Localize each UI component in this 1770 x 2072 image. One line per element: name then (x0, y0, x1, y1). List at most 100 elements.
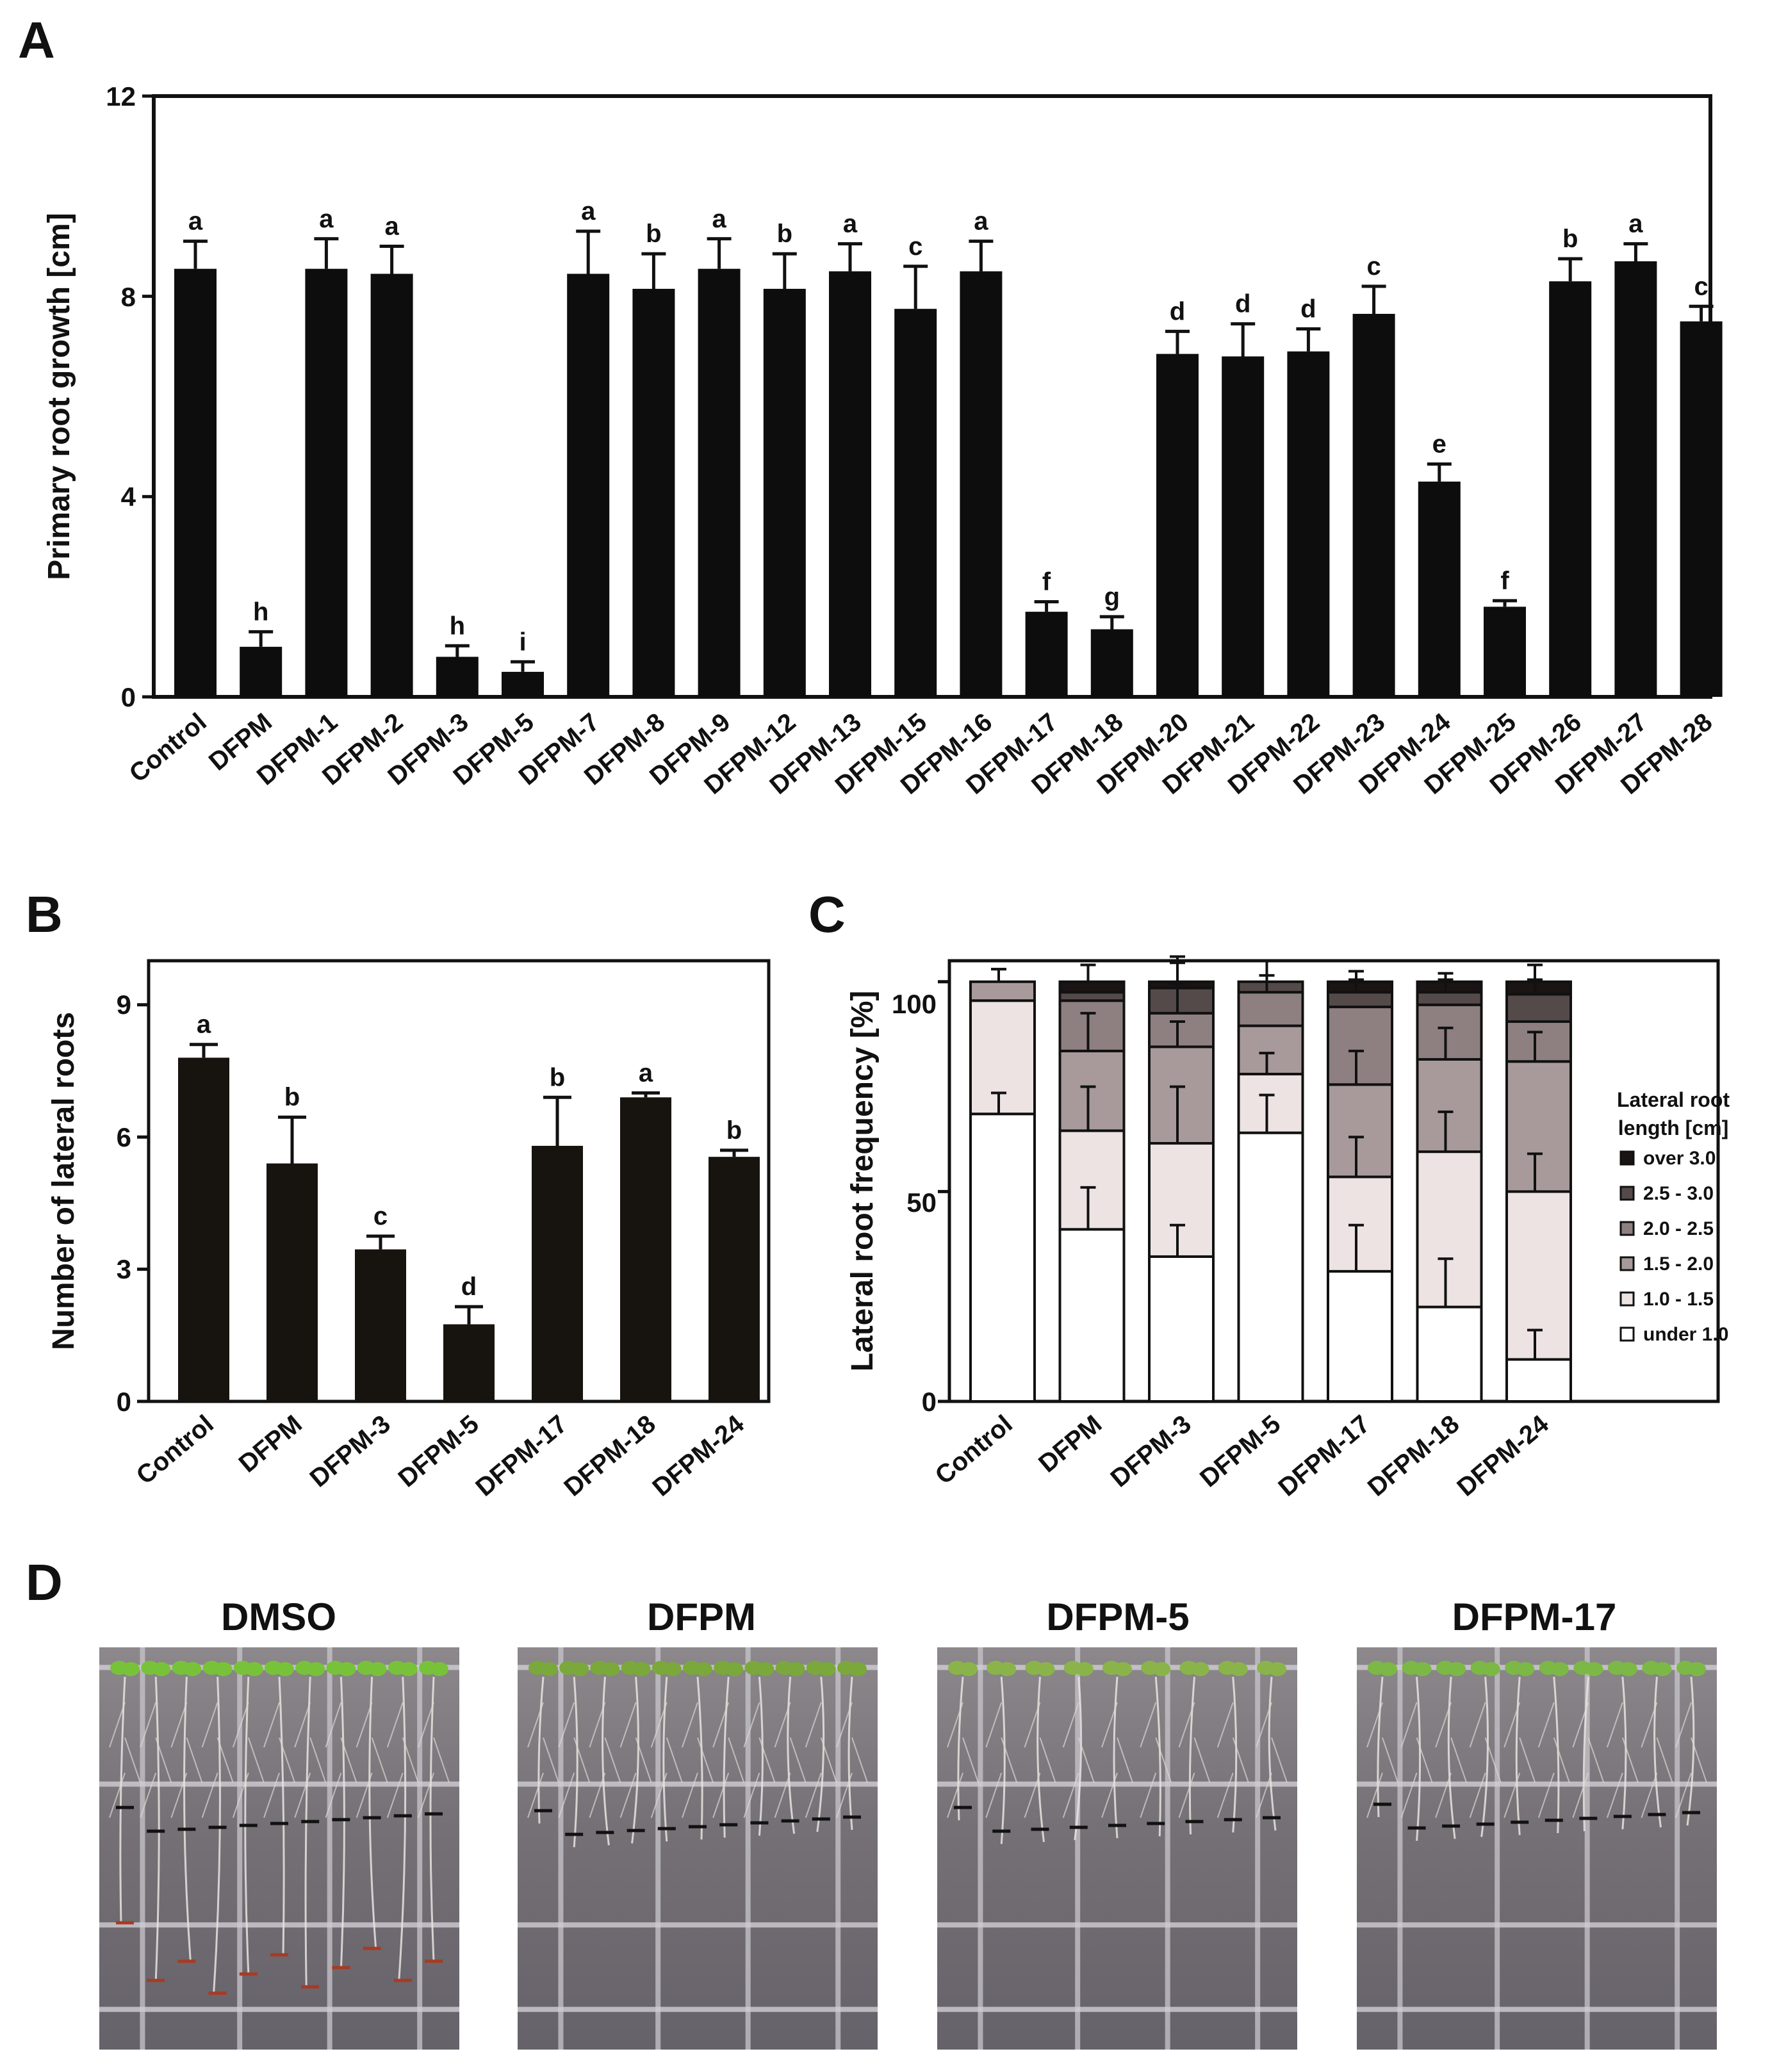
panel-d-seedling-photos: DMSO DFPM DFPM-5 DFPM-17 (99, 1595, 1717, 2050)
legend-swatch-1-5-2-0 (1619, 1256, 1635, 1271)
stack-segment-dfpm-17-2-5-3-0 (1327, 991, 1393, 1009)
lateral-root (836, 1702, 853, 1748)
photo-title-dfpm-17: DFPM-17 (1452, 1595, 1617, 1638)
lateral-root (1101, 1702, 1118, 1748)
primary-root (1653, 1676, 1662, 1828)
primary-root (787, 1676, 796, 1834)
lateral-root (682, 1702, 698, 1748)
chart-c-legend: Lateral root length [cm] over 3.0 2.5 - 3… (1617, 1088, 1730, 1345)
seedling-leaf (1229, 1662, 1248, 1676)
lateral-root (155, 1737, 172, 1783)
x-tick-label: DFPM-5 (1195, 1410, 1286, 1492)
bar-control (178, 1057, 229, 1401)
stack-segment-dfpm-18-1-5-2-0 (1416, 1057, 1483, 1154)
x-tick-label: Control (131, 1410, 219, 1490)
lateral-root (1400, 1772, 1418, 1818)
seedling-leaf (1688, 1662, 1706, 1676)
lateral-root (418, 1702, 434, 1748)
significance-letter: d (1235, 290, 1250, 318)
primary-root (154, 1676, 160, 1981)
lateral-root (294, 1702, 311, 1748)
bar-dfpm-28 (1680, 321, 1723, 697)
primary-root (1074, 1676, 1083, 1841)
stack-segment-dfpm-24-under-1-0 (1505, 1358, 1572, 1403)
seedling-leaf (1114, 1662, 1132, 1676)
legend-swatch-2-0-2-5 (1619, 1221, 1635, 1236)
significance-letter: b (284, 1083, 300, 1111)
bar-dfpm-25 (1484, 607, 1526, 697)
significance-letter: b (726, 1116, 742, 1145)
lateral-root (294, 1772, 311, 1818)
seedling-leaf (1653, 1662, 1672, 1676)
lateral-root (1193, 1737, 1211, 1783)
lateral-root (386, 1702, 404, 1748)
bar-dfpm-13 (829, 271, 871, 697)
seedling-leaf (368, 1662, 387, 1676)
stack-segment-dfpm-5-2-0-2-5 (1237, 991, 1304, 1027)
primary-root (816, 1676, 825, 1832)
seedling-leaf (307, 1662, 325, 1676)
lateral-root (109, 1702, 126, 1748)
significance-letter: a (188, 208, 203, 236)
chart-b-y-tick-label: 3 (117, 1254, 131, 1284)
lateral-root (1484, 1737, 1502, 1783)
stack-segment-control-under-1-0 (969, 1113, 1036, 1403)
legend-swatch-under-1-0 (1619, 1326, 1635, 1342)
seedling-leaf (1448, 1662, 1466, 1676)
primary-root (1480, 1676, 1489, 1838)
seedling-leaf (694, 1662, 712, 1676)
lateral-root (962, 1737, 979, 1783)
lateral-root (1504, 1772, 1521, 1818)
primary-root (1582, 1676, 1589, 1832)
lateral-root (356, 1772, 373, 1818)
primary-root (602, 1676, 610, 1846)
bar-dfpm-24 (709, 1157, 760, 1401)
lateral-root (1366, 1772, 1383, 1818)
bar-dfpm-7 (567, 273, 610, 697)
lateral-root (697, 1737, 714, 1783)
primary-root (1154, 1676, 1161, 1837)
seedling-leaf (152, 1662, 171, 1676)
lateral-root (1606, 1702, 1623, 1748)
photo-title-dmso: DMSO (221, 1595, 336, 1638)
lateral-root (1101, 1772, 1118, 1818)
seedling-leaf (1585, 1662, 1603, 1676)
lateral-root (1271, 1737, 1288, 1783)
seedling-leaf (430, 1662, 448, 1676)
x-tick-label: Control (124, 708, 212, 788)
chart-c-y-tick-label: 50 (906, 1187, 937, 1218)
lateral-root (558, 1772, 575, 1818)
lateral-root (1155, 1737, 1172, 1783)
significance-letter: d (1170, 297, 1185, 325)
lateral-root (140, 1772, 157, 1818)
chart-c-y-tick-label: 100 (892, 989, 937, 1019)
lateral-root (1024, 1702, 1041, 1748)
x-tick-label: DFPM-3 (304, 1410, 395, 1492)
lateral-root (805, 1772, 822, 1818)
lateral-root (985, 1772, 1003, 1818)
seedling-leaf (399, 1662, 418, 1676)
lateral-root (1140, 1772, 1157, 1818)
lateral-root (758, 1737, 776, 1783)
lateral-root (558, 1702, 575, 1748)
seedling-leaf (245, 1662, 263, 1676)
primary-root (1447, 1676, 1456, 1840)
stack-segment-dfpm-18-1-0-1-5 (1416, 1150, 1483, 1309)
stack-segment-dfpm-3-under-1-0 (1148, 1255, 1215, 1403)
lateral-root (1504, 1702, 1521, 1748)
bar-dfpm-22 (1287, 351, 1330, 697)
lateral-root (1062, 1702, 1079, 1748)
lateral-root (1140, 1702, 1157, 1748)
stack-segment-dfpm-17-1-5-2-0 (1327, 1083, 1393, 1179)
seedling-leaf (1619, 1662, 1637, 1676)
lateral-root (1641, 1702, 1658, 1748)
significance-letter: b (777, 220, 792, 248)
chart-b-y-tick-label: 0 (117, 1387, 131, 1417)
lateral-root (1450, 1737, 1468, 1783)
bar-dfpm-2 (370, 273, 413, 697)
lateral-root (1606, 1772, 1623, 1818)
lateral-root (279, 1737, 295, 1783)
primary-root (278, 1676, 285, 1955)
primary-root (1113, 1676, 1119, 1839)
chart-a-y-tick-label: 12 (106, 81, 136, 111)
